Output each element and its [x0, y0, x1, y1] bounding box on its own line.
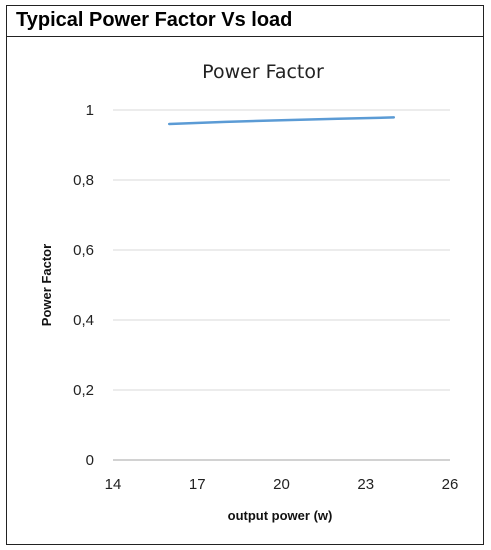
power-factor-series-line — [167, 116, 396, 126]
panel-title: Typical Power Factor Vs load — [16, 9, 293, 31]
y-tick-label: 0 — [86, 452, 94, 469]
x-axis-ticks: 14 17 20 23 26 — [105, 476, 459, 493]
y-axis-title: Power Factor — [39, 244, 54, 326]
y-tick-label: 0,2 — [73, 382, 94, 399]
x-tick-label: 17 — [189, 476, 206, 493]
x-axis-title: output power (w) — [228, 508, 333, 523]
panel-header: Typical Power Factor Vs load — [7, 6, 483, 37]
y-tick-label: 0,4 — [73, 312, 94, 329]
x-tick-label: 26 — [442, 476, 459, 493]
chart-title: Power Factor — [202, 61, 324, 83]
x-tick-label: 14 — [105, 476, 122, 493]
y-tick-label: 1 — [86, 102, 94, 119]
chart-panel: Typical Power Factor Vs load — [6, 5, 484, 545]
x-tick-label: 23 — [357, 476, 374, 493]
gridlines — [113, 109, 450, 461]
y-axis-ticks: 0 0,2 0,4 0,6 0,8 1 — [73, 102, 94, 469]
x-tick-label: 20 — [273, 476, 290, 493]
y-tick-label: 0,8 — [73, 172, 94, 189]
y-tick-label: 0,6 — [73, 242, 94, 259]
series-group — [167, 116, 396, 126]
